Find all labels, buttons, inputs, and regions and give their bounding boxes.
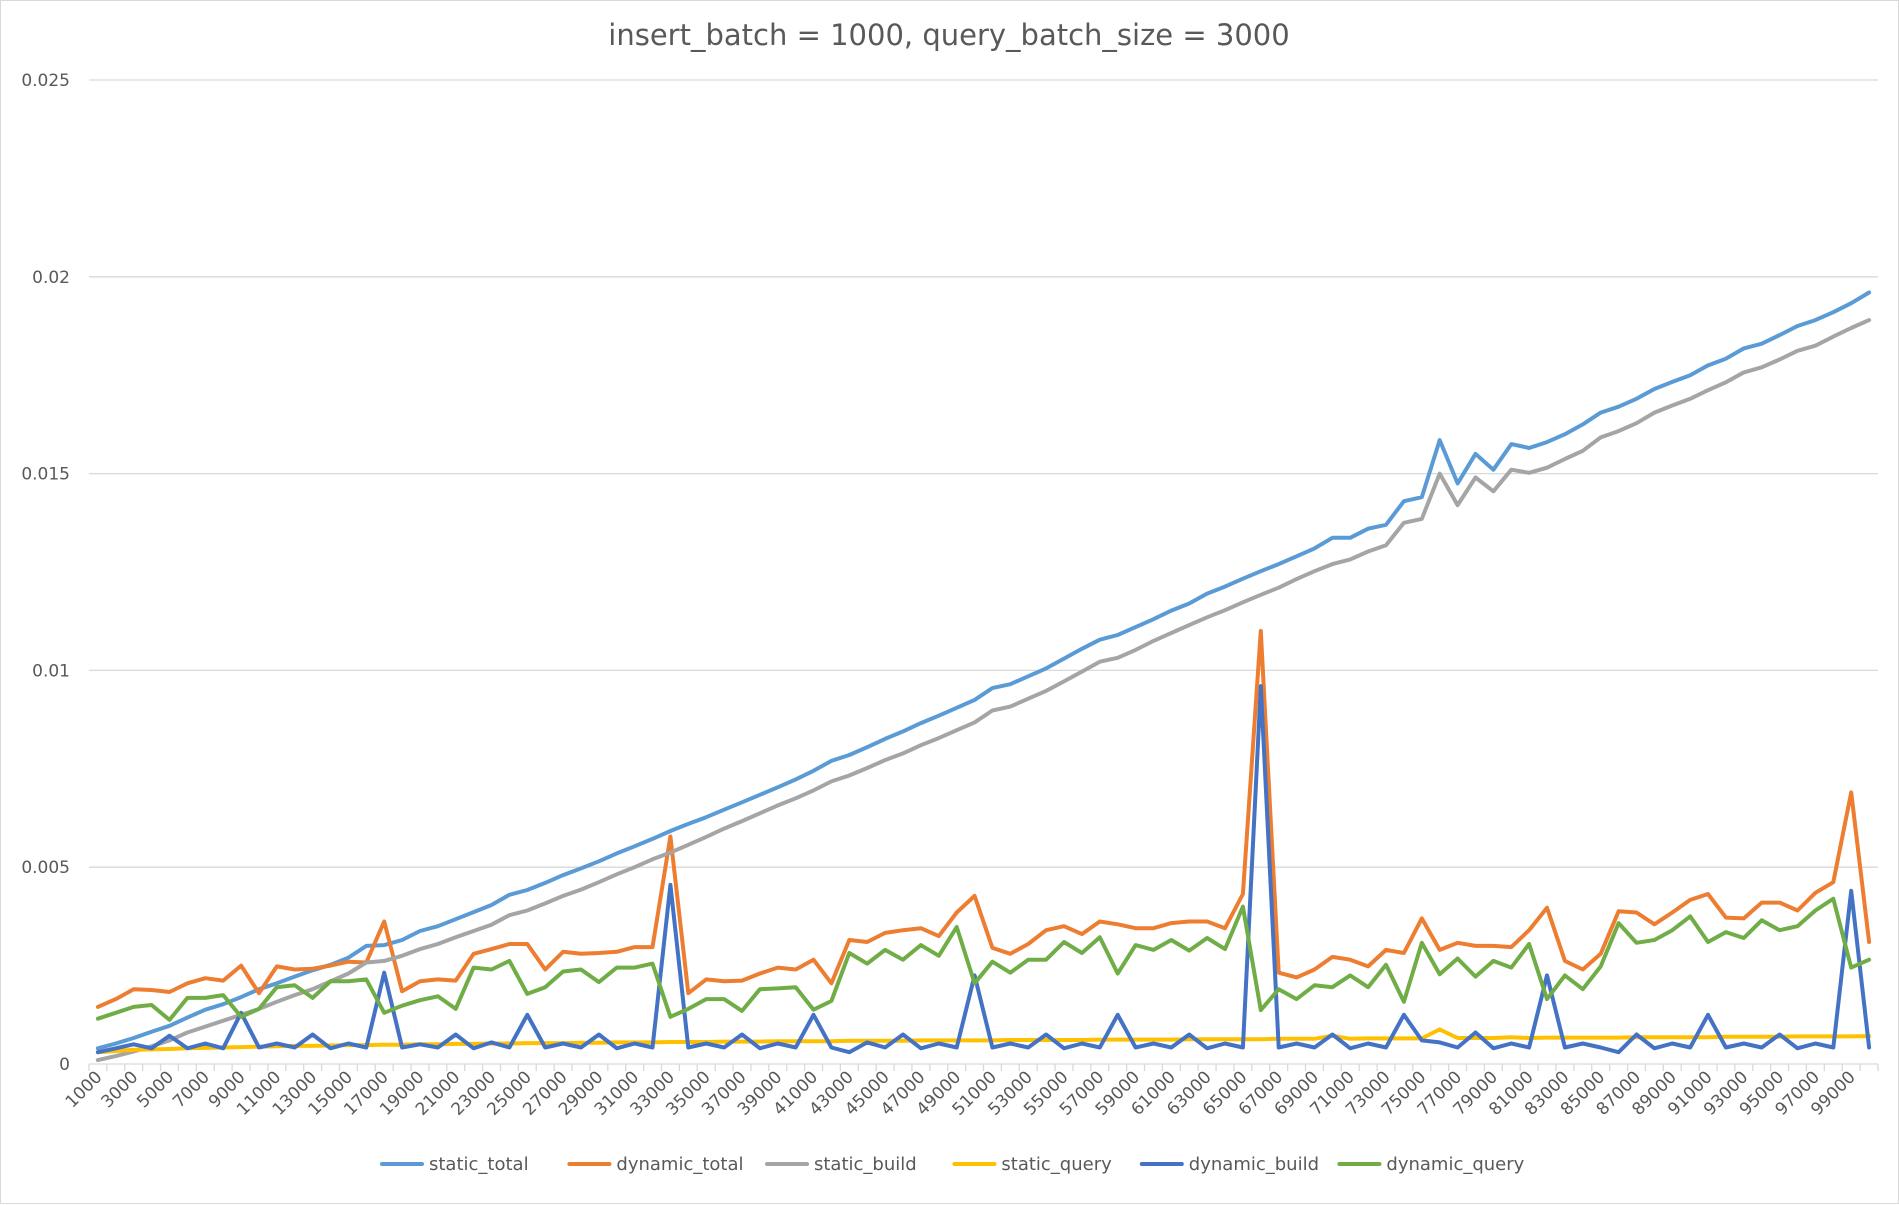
series-line-static-build [95, 318, 1872, 1063]
y-tick-label: 0.005 [21, 858, 70, 878]
y-tick-label: 0.02 [32, 268, 70, 288]
legend-item-dynamic-build: dynamic_build [1139, 1154, 1319, 1175]
series-line-dynamic-total [95, 629, 1872, 1009]
legend-label: dynamic_build [1189, 1154, 1319, 1175]
chart-title: insert_batch = 1000, query_batch_size = … [608, 18, 1289, 52]
x-axis-ticks: 1000300050007000900011000130001500017000… [62, 1064, 1879, 1120]
x-tick-label: 7000 [169, 1067, 214, 1112]
legend-label: static_build [814, 1154, 917, 1175]
series-lines [95, 290, 1872, 1063]
legend-item-static-query: static_query [952, 1154, 1112, 1175]
legend-item-dynamic-query: dynamic_query [1337, 1154, 1525, 1175]
legend-label: static_query [1001, 1154, 1112, 1175]
gridlines [89, 79, 1878, 1065]
y-tick-label: 0.01 [32, 661, 70, 681]
series-line-dynamic-query [95, 896, 1872, 1022]
legend-label: dynamic_total [616, 1154, 743, 1175]
legend-item-static-total: static_total [380, 1154, 529, 1175]
legend-label: static_total [429, 1154, 529, 1175]
legend-item-dynamic-total: dynamic_total [567, 1154, 744, 1175]
series-line-static-query [95, 1027, 1872, 1055]
y-axis-ticks: 0 0.005 0.01 0.015 0.02 0.025 [21, 71, 70, 1075]
x-tick-label: 3000 [98, 1067, 143, 1112]
x-tick-label: 5000 [133, 1067, 178, 1112]
legend-item-static-build: static_build [765, 1154, 917, 1175]
series-line-static-total [95, 290, 1872, 1051]
y-tick-label: 0.025 [21, 71, 70, 91]
y-tick-label: 0 [59, 1055, 70, 1075]
series-line-dynamic-build [95, 684, 1872, 1055]
legend-label: dynamic_query [1386, 1154, 1524, 1175]
legend: static_total dynamic_total static_build sta… [380, 1154, 1525, 1175]
y-tick-label: 0.015 [21, 465, 70, 485]
